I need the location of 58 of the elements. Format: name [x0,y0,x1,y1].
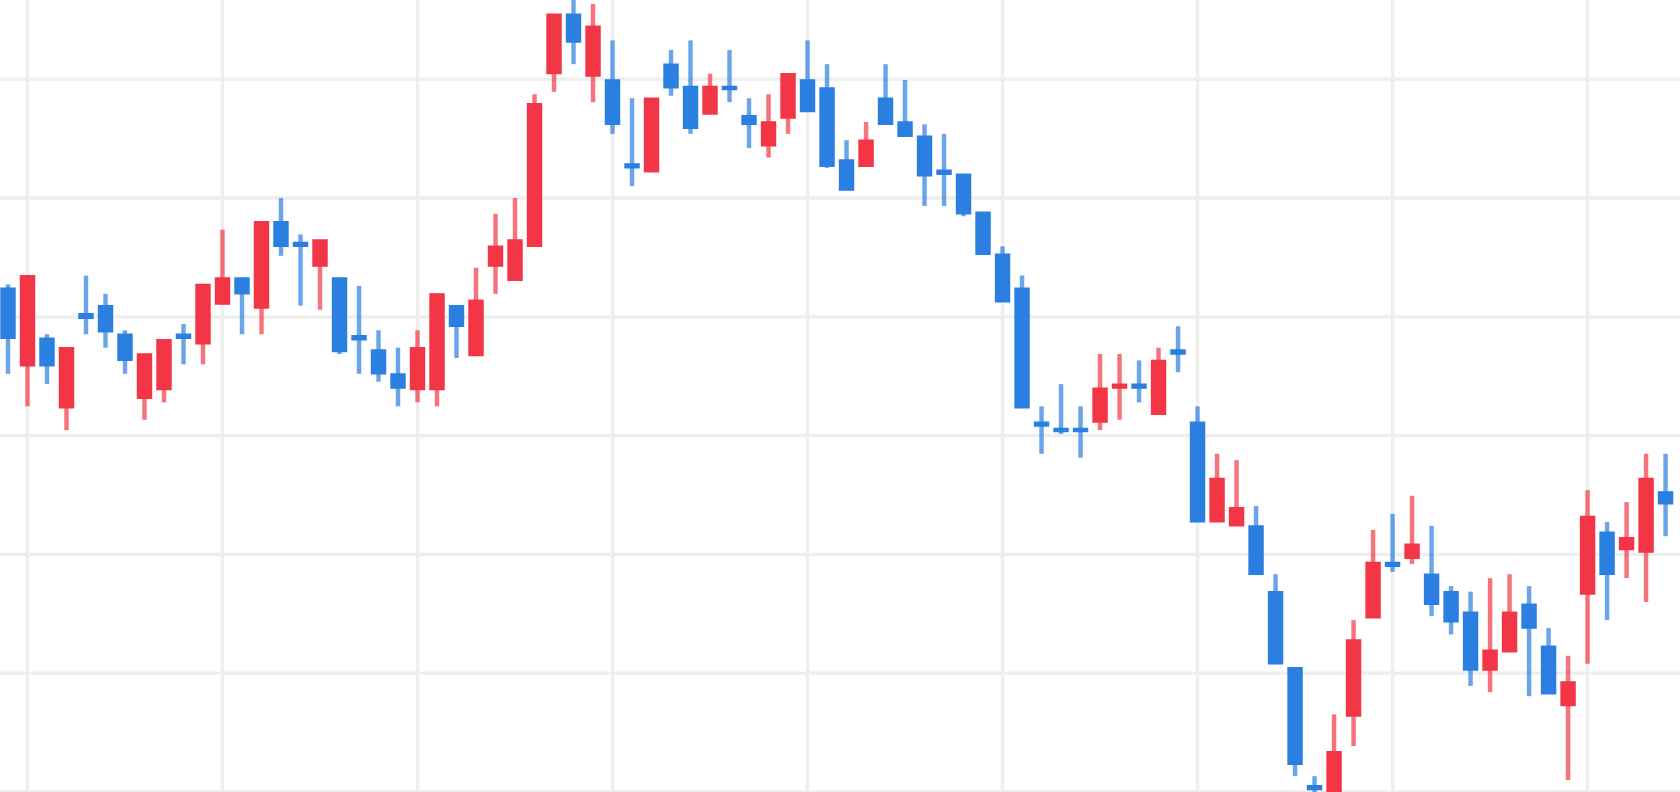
candlestick [799,38,816,114]
candlestick [858,119,874,169]
candlestick [877,61,894,127]
candlestick [936,131,952,209]
candlestick [1033,404,1050,457]
candlestick [39,332,55,387]
candlestick [1111,351,1128,422]
candlestick [741,95,757,151]
candlestick [780,71,796,137]
candlestick [1131,358,1147,405]
candlestick [78,273,94,337]
candlestick [273,195,289,259]
candlestick [507,195,523,283]
candlestick [214,227,231,307]
candlestick [1423,523,1440,619]
candlestick [1092,351,1108,433]
candlestick [604,38,621,137]
candlestick [136,351,153,422]
candlestick [624,95,640,189]
candlestick [1384,511,1401,575]
candlestick [955,172,972,219]
candlestick [916,122,933,209]
candlestick [994,244,1011,304]
candlestick [1618,499,1635,581]
candlestick [1501,571,1518,655]
candlestick [1404,493,1420,567]
candlestick [409,328,426,405]
candlestick [175,321,192,367]
candlestick [1326,712,1342,792]
candlestick [390,345,406,409]
candlestick [1560,653,1576,783]
candlestick [702,71,718,117]
candlestick [1228,457,1245,529]
candlestick [1170,324,1186,375]
candlestick [897,77,913,139]
candlestick [838,137,855,193]
candlestick [1209,451,1225,525]
candlestick [292,232,309,308]
candlestick [1053,381,1069,437]
candlestick [975,211,991,255]
candlestick [565,0,582,67]
candlestick [351,283,367,377]
candlestick [663,47,679,99]
candlestick [1443,583,1459,637]
candlestick [682,38,699,137]
candlestick [1657,451,1674,539]
candlestick [1599,519,1615,623]
candlestick [487,211,504,297]
candlestick [1540,625,1557,697]
candlestick [370,328,387,384]
candlestick [1482,575,1498,695]
candlestick [760,92,777,160]
candlestick [1521,583,1537,699]
candlestick [117,328,133,377]
candlestick [97,291,114,350]
candlestick [312,237,328,312]
candlestick [234,275,250,337]
candlestick [448,303,465,361]
